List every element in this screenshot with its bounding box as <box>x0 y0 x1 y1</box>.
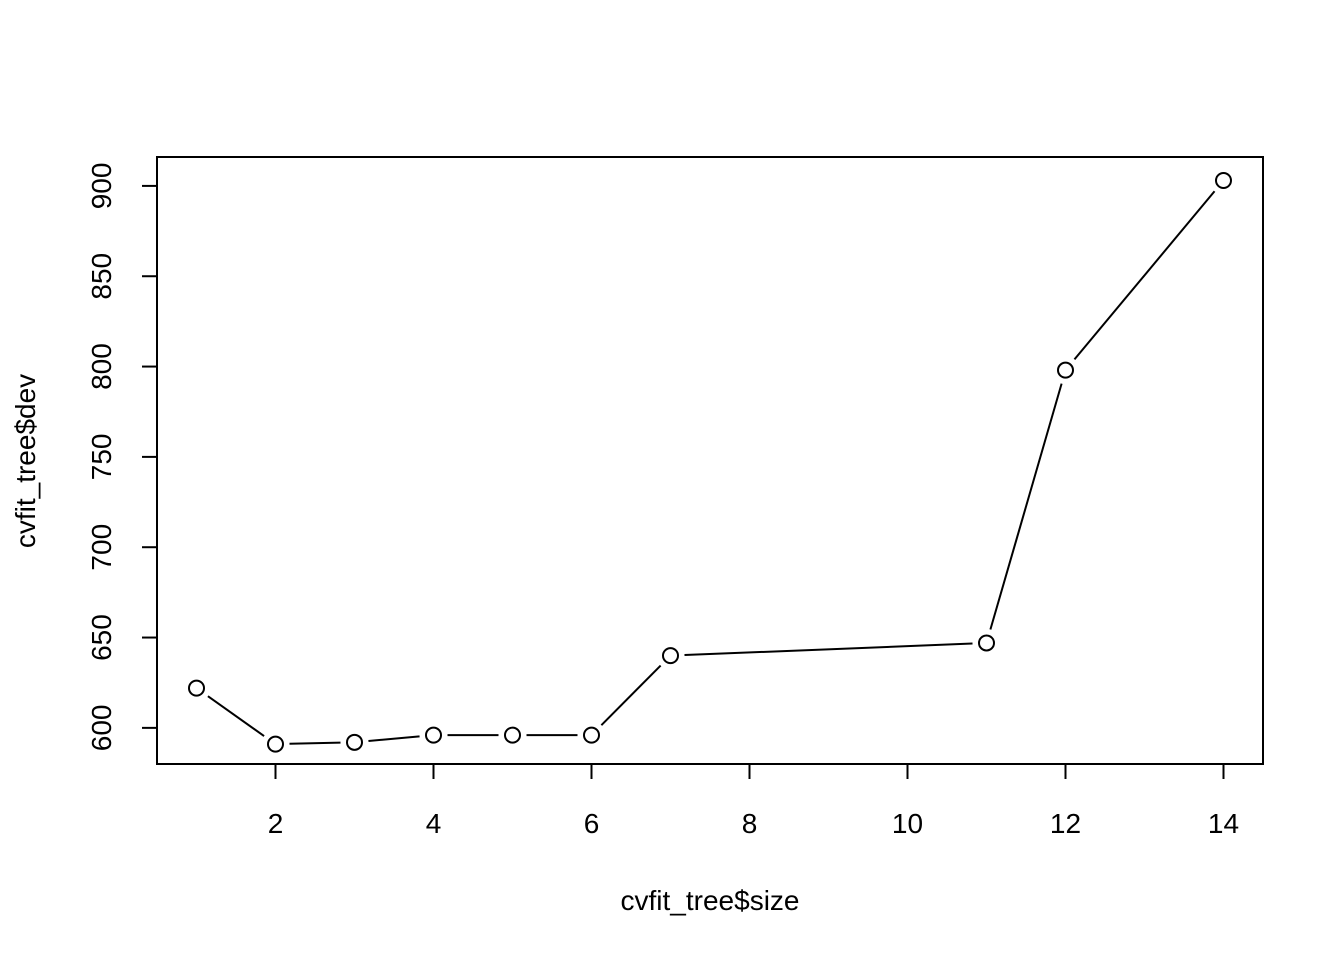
data-point <box>267 735 284 753</box>
series-layer <box>188 171 1232 753</box>
x-tick-label: 14 <box>1208 808 1239 839</box>
series-line-segment <box>684 642 973 657</box>
data-point <box>425 726 442 744</box>
data-point <box>188 679 205 697</box>
x-tick-label: 2 <box>268 808 284 839</box>
series-line-segment <box>207 695 265 737</box>
x-tick-label: 4 <box>426 808 442 839</box>
y-tick-label: 900 <box>86 163 117 210</box>
x-tick-label: 6 <box>584 808 600 839</box>
data-point <box>346 733 363 751</box>
y-tick-label: 650 <box>86 614 117 661</box>
plot-border <box>156 156 1264 765</box>
data-point <box>978 634 995 652</box>
data-point <box>504 726 521 744</box>
y-tick-label: 750 <box>86 434 117 481</box>
y-axis: 600 650 700 750 800 850 900 <box>86 163 157 752</box>
x-tick-label: 10 <box>892 808 923 839</box>
y-axis-title: cvfit_tree$dev <box>10 374 41 548</box>
data-point <box>1057 361 1074 379</box>
y-tick-label: 600 <box>86 705 117 752</box>
y-tick-label: 850 <box>86 253 117 300</box>
y-tick-label: 700 <box>86 524 117 571</box>
series-line-segment <box>368 735 420 743</box>
x-tick-label: 12 <box>1050 808 1081 839</box>
x-axis: 2 4 6 8 10 12 14 <box>268 764 1239 839</box>
data-point <box>583 726 600 744</box>
series-line-segment <box>1073 190 1216 361</box>
data-point <box>1215 171 1232 189</box>
series-line-segment <box>289 741 341 745</box>
data-point <box>662 647 679 665</box>
series-line-segment <box>600 664 662 726</box>
x-tick-label: 8 <box>742 808 758 839</box>
y-tick-label: 800 <box>86 343 117 390</box>
x-axis-title: cvfit_tree$size <box>621 885 800 916</box>
series-line-segment <box>989 383 1063 630</box>
